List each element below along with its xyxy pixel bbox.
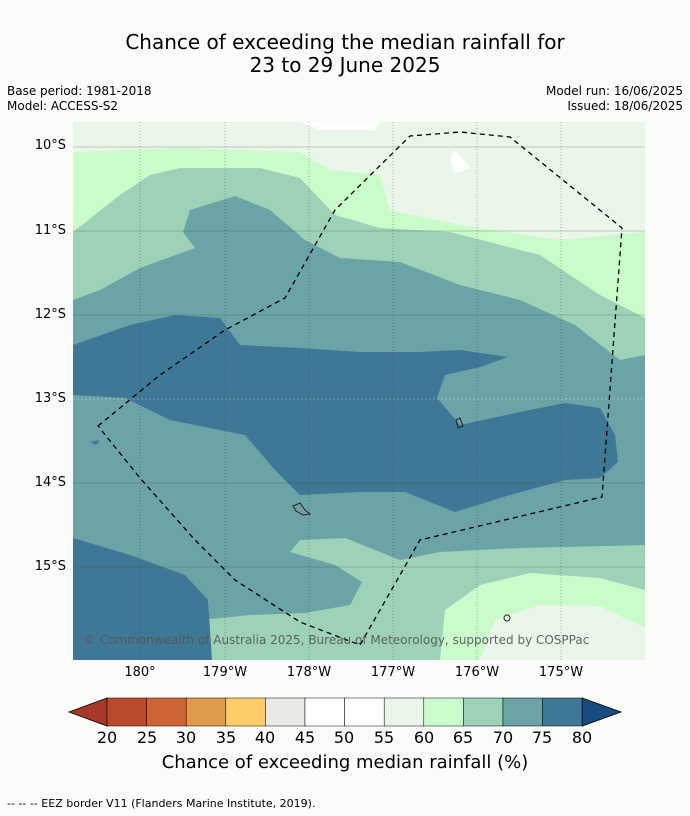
lon-label: 175°W	[538, 665, 584, 680]
colorbar-tick: 45	[294, 728, 316, 747]
contour-75-80	[73, 315, 618, 512]
colorbar-tick: 20	[96, 728, 118, 747]
latlines	[73, 146, 645, 568]
colorbar-tick: 30	[175, 728, 197, 747]
lat-label: 11°S	[34, 223, 66, 238]
model-run: Model run: 16/06/2025	[545, 84, 683, 98]
island-c	[503, 614, 511, 622]
colorbar-label: Chance of exceeding median rainfall (%)	[161, 752, 529, 773]
lon-label: 180°	[124, 665, 156, 680]
rainfall-map	[73, 122, 645, 660]
island-a	[292, 502, 312, 516]
lat-label: 13°S	[34, 391, 66, 406]
lon-label: 178°W	[286, 665, 332, 680]
colorbar-tick: 70	[492, 728, 514, 747]
colorbar-cell	[383, 697, 425, 727]
lon-label: 176°W	[454, 665, 500, 680]
colorbar-extend-low	[67, 697, 108, 727]
colorbar-tick: 75	[531, 728, 553, 747]
island-b	[455, 417, 464, 429]
contour-50-55-patch	[450, 150, 470, 174]
eez-border	[97, 131, 623, 646]
title-line-2: 23 to 29 June 2025	[249, 53, 441, 77]
contour-50-55-top	[300, 122, 380, 130]
lat-label: 15°S	[34, 559, 66, 574]
colorbar-cell	[344, 697, 385, 727]
colorbar-tick: 50	[333, 728, 355, 747]
colorbar-cell	[304, 697, 345, 727]
footer-legend: -- -- -- EEZ border V11 (Flanders Marine…	[7, 797, 316, 810]
lat-label: 14°S	[34, 475, 66, 490]
colorbar-tick: 25	[136, 728, 158, 747]
colorbar-cell	[463, 697, 504, 727]
copyright-notice: © Commonwealth of Australia 2025, Bureau…	[84, 633, 590, 647]
colorbar-cell	[106, 697, 147, 727]
colorbar-tick: 80	[571, 728, 593, 747]
lon-label: 179°W	[202, 665, 248, 680]
lat-label: 10°S	[34, 138, 66, 153]
lon-label: 177°W	[370, 665, 416, 680]
colorbar-cell	[265, 697, 306, 727]
island-d	[90, 440, 100, 445]
colorbar-cell	[225, 697, 266, 727]
colorbar-tick: 35	[215, 728, 237, 747]
contour-75-80-sw	[73, 538, 212, 660]
colorbar-extend-high	[581, 697, 623, 727]
colorbar-tick: 40	[254, 728, 276, 747]
colorbar-tick: 65	[452, 728, 474, 747]
issued-date: Issued: 18/06/2025	[567, 99, 683, 113]
meta-left: Base period: 1981-2018 Model: ACCESS-S2	[7, 84, 152, 114]
colorbar-tick: 55	[373, 728, 395, 747]
model-name: Model: ACCESS-S2	[7, 99, 119, 113]
base-period: Base period: 1981-2018	[7, 84, 152, 98]
colorbar-tick: 60	[413, 728, 435, 747]
colorbar-cell	[423, 697, 464, 727]
map-title: Chance of exceeding the median rainfall …	[0, 31, 690, 77]
colorbar-cell	[502, 697, 543, 727]
contour-55-60-se	[480, 605, 645, 660]
colorbar-cell	[146, 697, 187, 727]
meta-right: Model run: 16/06/2025 Issued: 18/06/2025	[546, 84, 683, 114]
lat-label: 12°S	[34, 307, 66, 322]
colorbar-cell	[185, 697, 227, 727]
colorbar-cell	[542, 697, 583, 727]
title-line-1: Chance of exceeding the median rainfall …	[125, 30, 565, 54]
